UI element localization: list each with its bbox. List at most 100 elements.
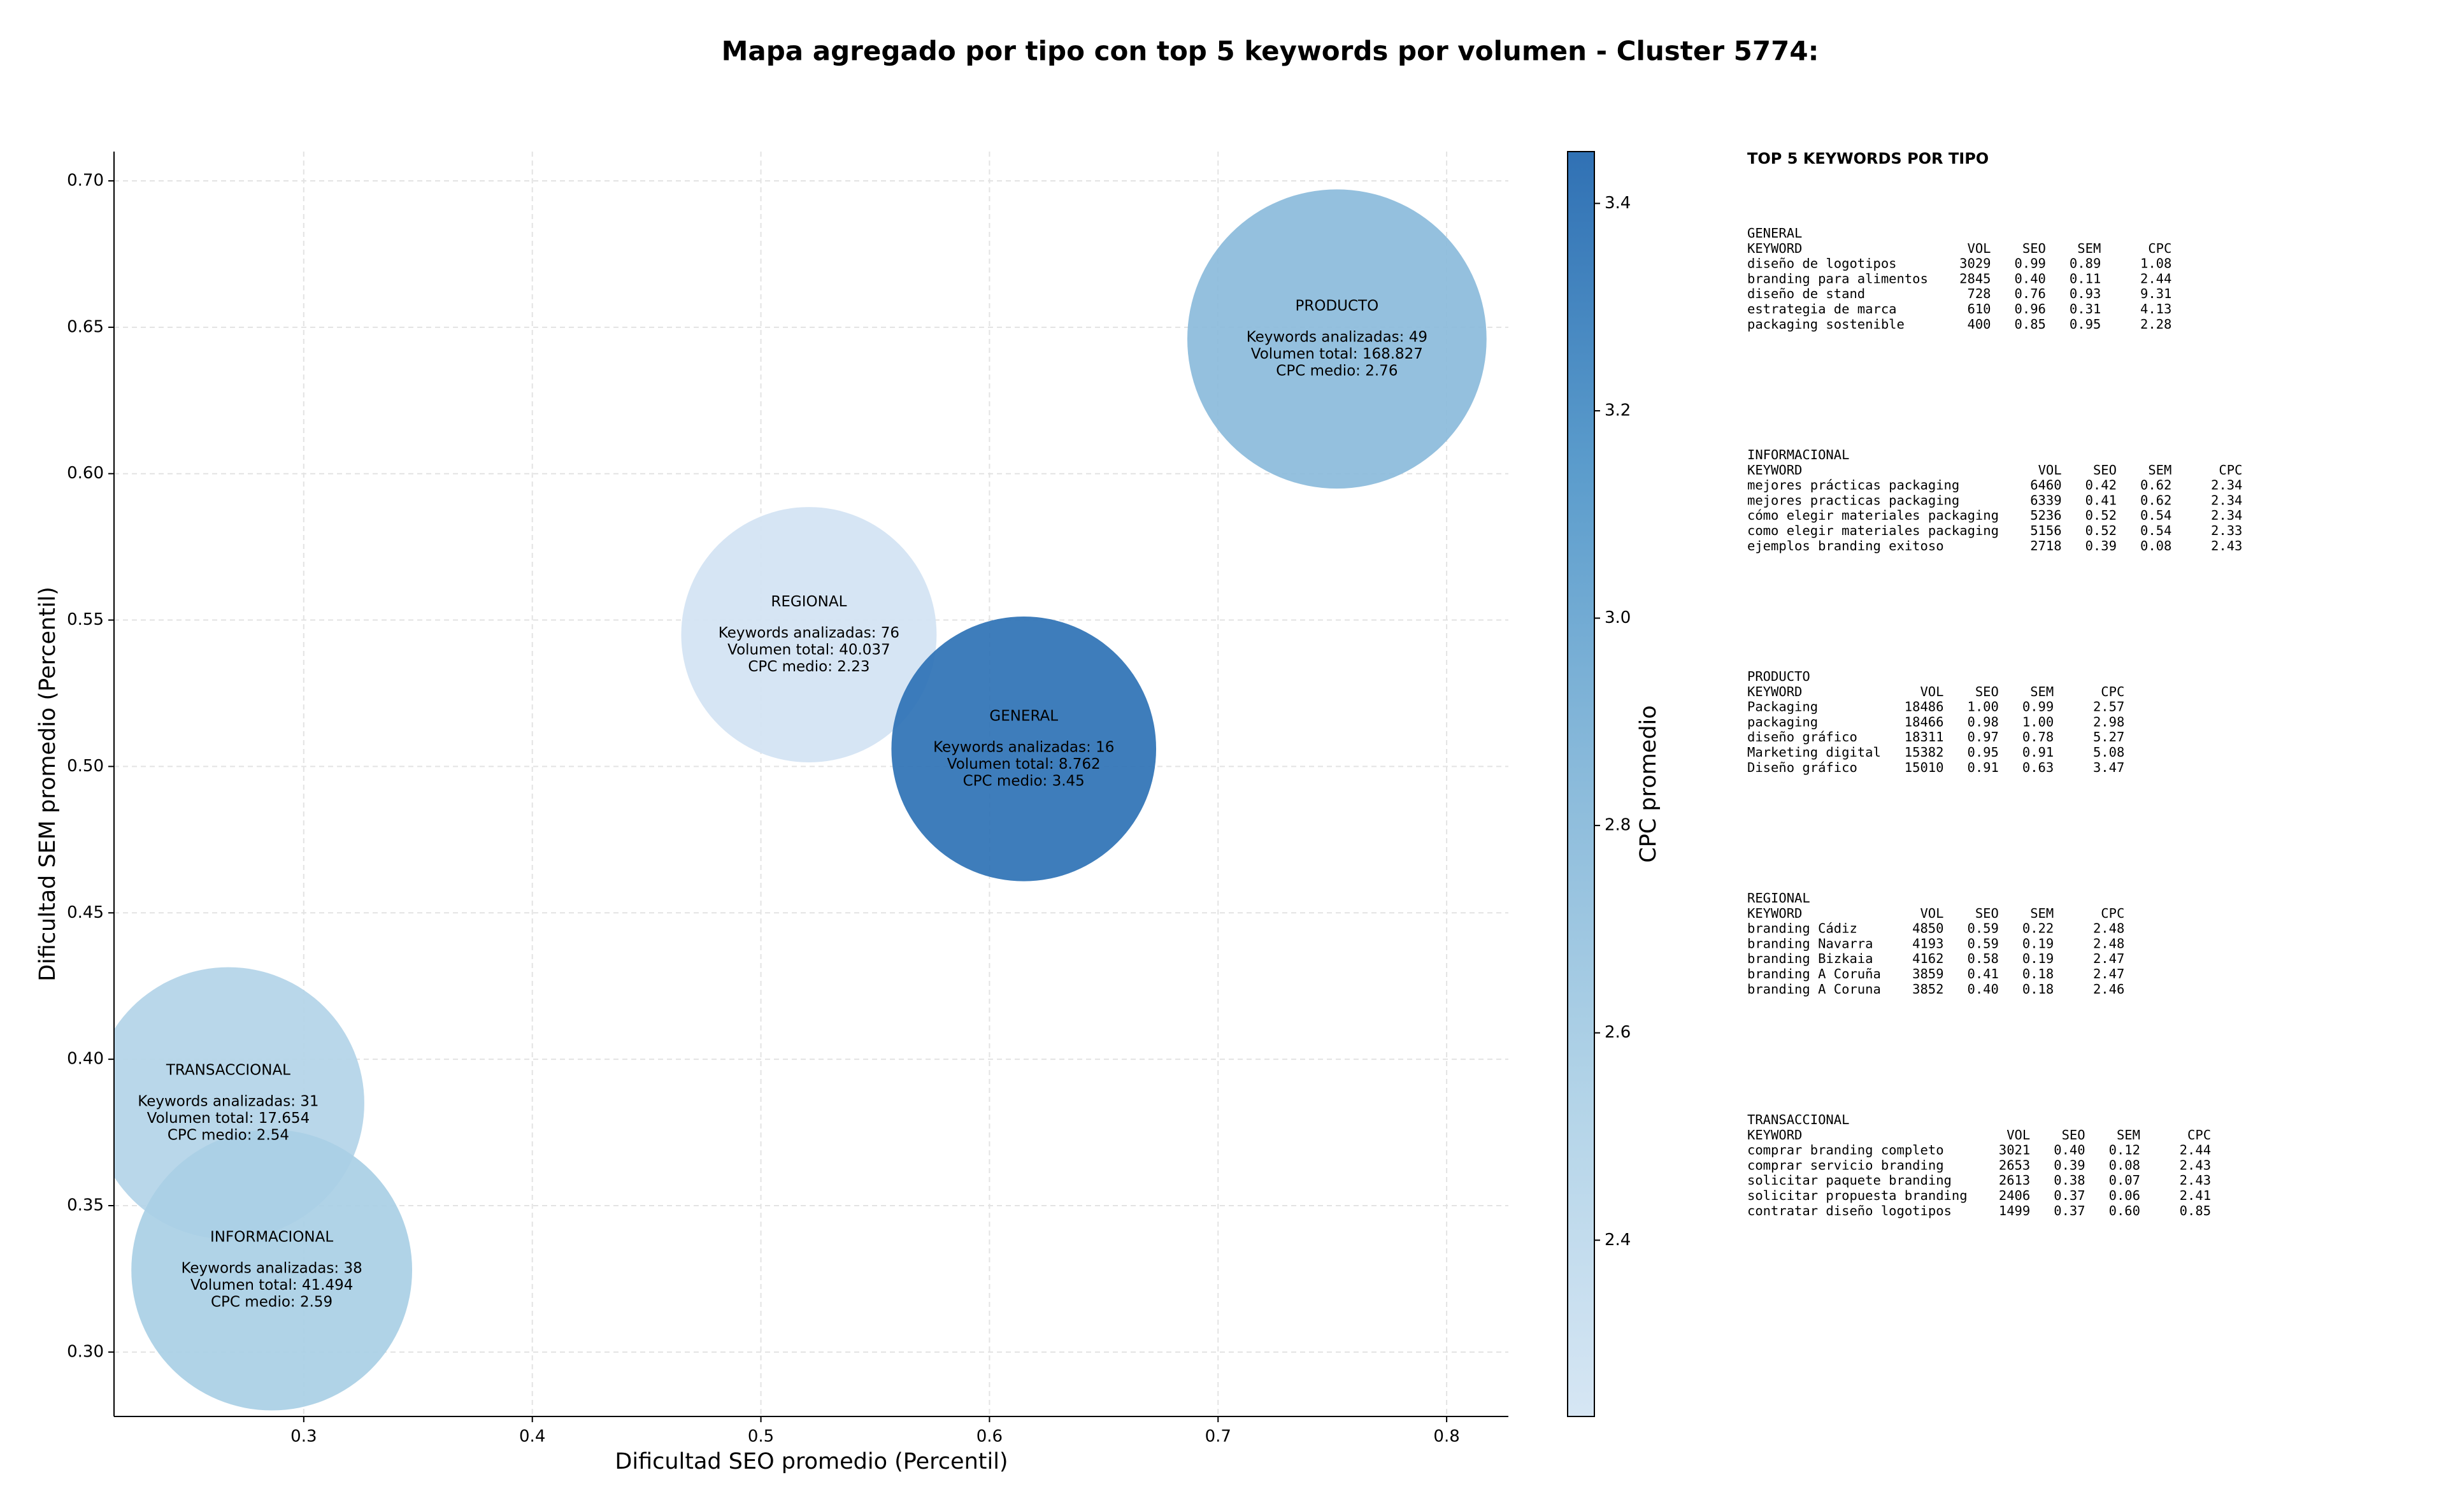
value-cell: 0.19	[2022, 936, 2054, 951]
value-cell: 0.95	[2070, 317, 2101, 332]
column-header: KEYWORD	[1747, 241, 1802, 256]
value-cell: 2.43	[2211, 538, 2242, 553]
value-cell: 1.00	[2022, 714, 2054, 729]
value-cell: 728	[1968, 286, 1991, 301]
value-cell: 610	[1968, 301, 1991, 317]
value-cell: 0.22	[2022, 921, 2054, 936]
column-header: SEM	[2030, 906, 2054, 921]
keyword-cell: solicitar paquete branding	[1747, 1173, 1952, 1188]
keyword-cell: packaging sostenible	[1747, 317, 1905, 332]
value-cell: 2653	[1999, 1157, 2030, 1173]
value-cell: 15010	[1905, 760, 1944, 775]
value-cell: 0.85	[2180, 1203, 2211, 1218]
x-tick-label: 0.6	[976, 1427, 1003, 1446]
value-cell: 2613	[1999, 1173, 2030, 1188]
value-cell: 2.48	[2093, 936, 2124, 951]
value-cell: 6460	[2030, 478, 2061, 493]
column-header: SEM	[2030, 684, 2054, 699]
value-cell: 0.96	[2015, 301, 2046, 317]
bubble	[1187, 189, 1487, 489]
keyword-cell: contratar diseño logotipos	[1747, 1203, 1952, 1218]
value-cell: 2.44	[2180, 1143, 2211, 1158]
value-cell: 0.98	[1968, 714, 1999, 729]
value-cell: 0.31	[2070, 301, 2101, 317]
value-cell: 0.99	[2022, 699, 2054, 715]
value-cell: 4.13	[2140, 301, 2171, 317]
y-tick-label: 0.55	[67, 610, 104, 629]
value-cell: 0.37	[2054, 1188, 2085, 1203]
value-cell: 0.39	[2085, 538, 2117, 553]
keyword-cell: branding Cádiz	[1747, 921, 1857, 936]
value-cell: 0.11	[2070, 271, 2101, 286]
value-cell: 18486	[1905, 699, 1944, 715]
colorbar-tick-label: 3.4	[1605, 194, 1631, 213]
value-cell: 2.43	[2180, 1157, 2211, 1173]
keyword-cell: branding Navarra	[1747, 936, 1873, 951]
column-header: CPC	[2101, 684, 2124, 699]
y-tick-label: 0.60	[67, 464, 104, 483]
y-tick-label: 0.30	[67, 1342, 104, 1361]
value-cell: 0.08	[2109, 1157, 2140, 1173]
value-cell: 2.44	[2140, 271, 2171, 286]
value-cell: 2.46	[2093, 981, 2124, 997]
column-header: SEO	[2022, 241, 2046, 256]
value-cell: 2.28	[2140, 317, 2171, 332]
value-cell: 0.93	[2070, 286, 2101, 301]
keyword-cell: diseño gráfico	[1747, 729, 1857, 745]
bubble-label: Keywords analizadas: 38	[181, 1260, 362, 1277]
bubble-name: REGIONAL	[771, 594, 847, 610]
value-cell: 3.47	[2093, 760, 2124, 775]
keyword-cell: comprar servicio branding	[1747, 1157, 1944, 1173]
value-cell: 18466	[1905, 714, 1944, 729]
value-cell: 5236	[2030, 508, 2061, 523]
value-cell: 0.12	[2109, 1143, 2140, 1158]
keyword-cell: comprar branding completo	[1747, 1143, 1944, 1158]
x-axis-label: Dificultad SEO promedio (Percentil)	[615, 1449, 1008, 1474]
bubble-label: Keywords analizadas: 31	[138, 1094, 318, 1110]
column-header: SEM	[2117, 1127, 2140, 1143]
y-tick-label: 0.40	[67, 1050, 104, 1069]
value-cell: 0.06	[2109, 1188, 2140, 1203]
value-cell: 4193	[1912, 936, 1943, 951]
keyword-cell: cómo elegir materiales packaging	[1747, 508, 1999, 523]
value-cell: 0.89	[2070, 256, 2101, 271]
bubble-label: Volumen total: 41.494	[190, 1277, 354, 1294]
bubble	[681, 507, 937, 763]
y-tick-label: 0.50	[67, 757, 104, 776]
value-cell: 0.52	[2085, 523, 2117, 538]
value-cell: 2.33	[2211, 523, 2242, 538]
x-tick-label: 0.8	[1433, 1427, 1459, 1446]
bubble	[131, 1129, 413, 1411]
value-cell: 0.08	[2140, 538, 2171, 553]
value-cell: 0.40	[2054, 1143, 2085, 1158]
y-tick-label: 0.70	[67, 171, 104, 190]
keyword-cell: como elegir materiales packaging	[1747, 523, 1999, 538]
colorbar-tick-label: 2.4	[1605, 1230, 1631, 1250]
bubbles	[114, 189, 1487, 1411]
value-cell: 2718	[2030, 538, 2061, 553]
column-header: VOL	[1920, 906, 1943, 921]
section-title: REGIONAL	[1747, 890, 1810, 906]
value-cell: 0.97	[1968, 729, 1999, 745]
column-header: CPC	[2101, 906, 2124, 921]
keyword-cell: branding para alimentos	[1747, 271, 1928, 286]
colorbar-tick-label: 3.0	[1605, 608, 1631, 627]
keyword-cell: Diseño gráfico	[1747, 760, 1857, 775]
y-tick-label: 0.65	[67, 317, 104, 336]
keyword-cell: branding A Coruña	[1747, 966, 1881, 981]
value-cell: 1.00	[1968, 699, 1999, 715]
value-cell: 2.34	[2211, 478, 2242, 493]
value-cell: 0.62	[2140, 478, 2171, 493]
value-cell: 400	[1968, 317, 1991, 332]
column-header: KEYWORD	[1747, 906, 1802, 921]
value-cell: 2.47	[2093, 966, 2124, 981]
value-cell: 0.60	[2109, 1203, 2140, 1218]
column-header: SEO	[1975, 906, 1999, 921]
colorbar-tick-label: 2.8	[1605, 816, 1631, 835]
bubble-label: CPC medio: 2.23	[748, 659, 869, 675]
section-title: PRODUCTO	[1747, 669, 1810, 684]
keyword-cell: packaging	[1747, 714, 1818, 729]
panel-title: TOP 5 KEYWORDS POR TIPO	[1747, 150, 1989, 168]
